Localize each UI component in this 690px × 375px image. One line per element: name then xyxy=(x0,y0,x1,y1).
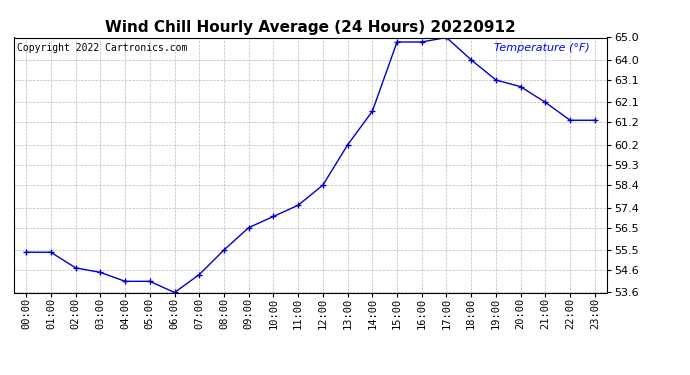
Text: Copyright 2022 Cartronics.com: Copyright 2022 Cartronics.com xyxy=(17,43,187,52)
Title: Wind Chill Hourly Average (24 Hours) 20220912: Wind Chill Hourly Average (24 Hours) 202… xyxy=(105,20,516,35)
Text: Temperature (°F): Temperature (°F) xyxy=(493,43,589,52)
